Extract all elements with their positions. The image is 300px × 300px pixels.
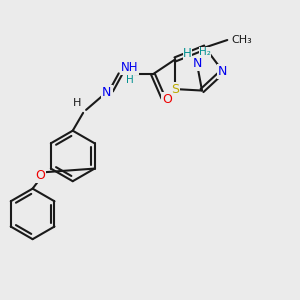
Text: H: H (72, 98, 81, 108)
Text: H: H (126, 75, 134, 85)
Text: S: S (171, 82, 179, 96)
Text: N: N (193, 57, 202, 70)
Text: H₂: H₂ (199, 47, 211, 57)
Text: NH: NH (120, 61, 138, 74)
Text: N: N (218, 65, 227, 78)
Text: O: O (35, 169, 45, 182)
Text: H: H (183, 47, 191, 60)
Text: N: N (102, 85, 112, 98)
Text: CH₃: CH₃ (232, 35, 253, 45)
Text: O: O (162, 93, 172, 106)
